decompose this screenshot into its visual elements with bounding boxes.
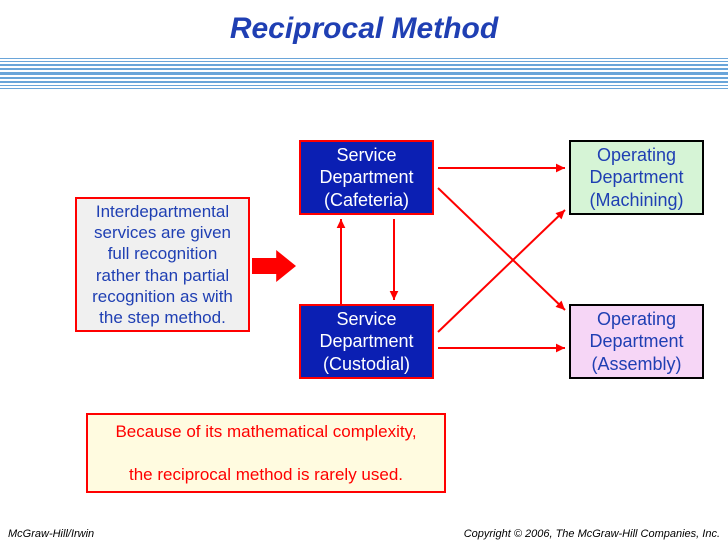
box-line: Operating <box>597 308 676 331</box>
box-line: (Machining) <box>589 189 683 212</box>
slide: Reciprocal Method Interdepartmentalservi… <box>0 0 728 546</box>
box-line: recognition as with <box>92 286 233 307</box>
box-line: the step method. <box>99 307 226 328</box>
box-line: rather than partial <box>96 265 229 286</box>
operating-machining-box: OperatingDepartment(Machining) <box>569 140 704 215</box>
service-cafeteria-box: ServiceDepartment(Cafeteria) <box>299 140 434 215</box>
footer-left: McGraw-Hill/Irwin <box>8 528 94 540</box>
box-line: full recognition <box>108 243 218 264</box>
box-line: Service <box>336 144 396 167</box>
box-line: services are given <box>94 222 231 243</box>
box-line: Interdepartmental <box>96 201 229 222</box>
box-line: Operating <box>597 144 676 167</box>
caption-box: Because of its mathematical complexity, … <box>86 413 446 493</box>
big-arrow-icon <box>252 250 296 282</box>
box-line: (Assembly) <box>591 353 681 376</box>
box-line: Because of its mathematical complexity, <box>115 421 416 442</box>
box-line: Department <box>319 330 413 353</box>
box-line: the reciprocal method is rarely used. <box>129 464 403 485</box>
title-text: Reciprocal Method <box>230 12 498 45</box>
box-line: Service <box>336 308 396 331</box>
info-note-box: Interdepartmentalservices are givenfull … <box>75 197 250 332</box>
service-custodial-box: ServiceDepartment(Custodial) <box>299 304 434 379</box>
box-line: (Cafeteria) <box>324 189 409 212</box>
operating-assembly-box: OperatingDepartment(Assembly) <box>569 304 704 379</box>
box-line: Department <box>589 330 683 353</box>
box-line: (Custodial) <box>323 353 410 376</box>
slide-title: Reciprocal Method <box>0 12 728 46</box>
decorative-band <box>0 58 728 88</box>
box-line: Department <box>589 166 683 189</box>
box-line: Department <box>319 166 413 189</box>
box-line <box>264 442 269 463</box>
footer-right: Copyright © 2006, The McGraw-Hill Compan… <box>464 528 720 540</box>
